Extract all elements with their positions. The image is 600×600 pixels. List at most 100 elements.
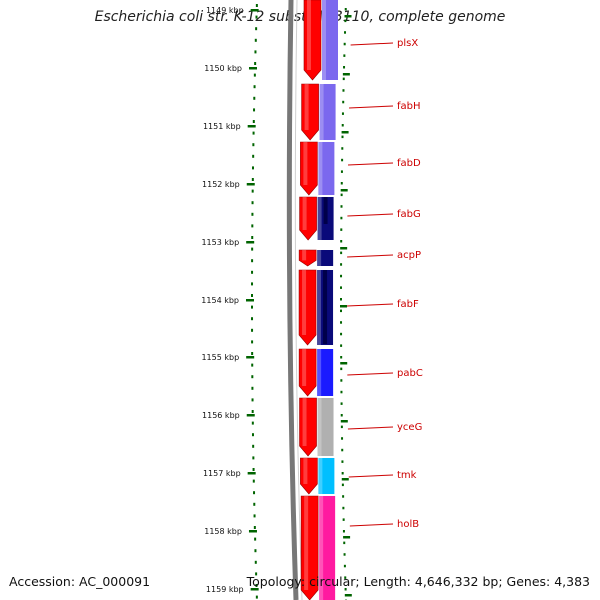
ruler-minor-tick bbox=[251, 363, 254, 367]
outer-minor-tick bbox=[341, 158, 344, 162]
ruler-major-tick bbox=[247, 472, 256, 475]
gene-label-fabF: fabF bbox=[397, 299, 419, 310]
gene-arrow-shine bbox=[304, 84, 309, 130]
cog-block-shine bbox=[318, 142, 323, 195]
outer-minor-tick bbox=[340, 390, 343, 394]
outer-major-tick bbox=[340, 189, 348, 192]
ruler-minor-tick bbox=[251, 328, 254, 332]
gene-arrow-tmk bbox=[300, 457, 318, 495]
map-title: Escherichia coli str. K-12 substr. W3110… bbox=[94, 9, 506, 25]
backbone-arc bbox=[286, 0, 299, 600]
ruler-minor-tick bbox=[251, 259, 254, 263]
cog-block-acpP bbox=[317, 250, 334, 266]
gene-arrow-fabG bbox=[299, 196, 317, 241]
ruler-minor-tick bbox=[251, 317, 254, 321]
ruler-minor-tick bbox=[255, 595, 258, 599]
outer-minor-tick bbox=[342, 89, 345, 92]
ruler-minor-tick bbox=[251, 294, 254, 297]
outer-minor-tick bbox=[340, 274, 343, 278]
gene-label-fabD: fabD bbox=[397, 158, 421, 169]
outer-minor-tick bbox=[344, 588, 347, 591]
ruler-tick-label: 1151 kbp bbox=[203, 122, 241, 131]
ruler-tick-label: 1158 kbp bbox=[204, 527, 242, 536]
outer-minor-tick bbox=[340, 309, 343, 313]
outer-major-tick bbox=[342, 73, 350, 76]
ruler-minor-tick bbox=[251, 224, 254, 228]
outer-minor-tick bbox=[341, 124, 344, 127]
ruler-major-tick bbox=[246, 183, 255, 186]
outer-minor-tick bbox=[341, 135, 344, 139]
gene-label-yceG: yceG bbox=[397, 422, 422, 433]
ruler-minor-tick bbox=[251, 421, 254, 425]
gene-leader-line bbox=[346, 303, 394, 307]
gene-leader-line bbox=[347, 372, 394, 376]
ruler-minor-tick bbox=[255, 4, 258, 7]
accession-label: Accession: AC_000091 bbox=[9, 574, 151, 589]
gene-arrow-shine bbox=[304, 496, 309, 590]
gene-arrow-shine bbox=[302, 197, 307, 230]
gene-label-tmk: tmk bbox=[397, 470, 417, 481]
outer-minor-tick bbox=[343, 541, 346, 545]
outer-minor-tick bbox=[340, 367, 343, 371]
ruler-minor-tick bbox=[253, 96, 256, 100]
outer-minor-tick bbox=[341, 437, 344, 440]
ruler-minor-tick bbox=[254, 38, 257, 42]
outer-minor-tick bbox=[344, 31, 347, 34]
gene-arrow-fabD bbox=[300, 141, 318, 196]
ruler-tick-label: 1156 kbp bbox=[202, 411, 240, 420]
gene-arrow-shine bbox=[303, 458, 308, 484]
ruler-minor-tick bbox=[251, 247, 254, 251]
outer-minor-tick bbox=[340, 321, 343, 324]
gene-label-fabG: fabG bbox=[397, 209, 421, 220]
ruler-minor-tick bbox=[252, 154, 255, 158]
outer-minor-tick bbox=[343, 564, 346, 568]
outer-minor-tick bbox=[340, 379, 343, 382]
ruler-minor-tick bbox=[251, 433, 254, 437]
gene-arrow-shine bbox=[302, 270, 307, 335]
outer-minor-tick bbox=[340, 182, 343, 185]
ruler-minor-tick bbox=[251, 201, 254, 205]
cog-block-shine bbox=[317, 270, 322, 345]
outer-minor-tick bbox=[342, 530, 345, 533]
ruler-minor-tick bbox=[253, 514, 256, 518]
gene-leader-line bbox=[349, 523, 394, 527]
ruler-major-tick bbox=[246, 414, 255, 417]
outer-minor-tick bbox=[343, 42, 346, 46]
ruler-tick-label: 1155 kbp bbox=[201, 353, 239, 362]
outer-minor-tick bbox=[340, 298, 343, 301]
ruler-tick-label: 1153 kbp bbox=[201, 238, 239, 247]
ruler-minor-tick bbox=[251, 212, 254, 216]
outer-minor-tick bbox=[340, 193, 343, 197]
outer-minor-tick bbox=[340, 240, 343, 243]
outer-minor-tick bbox=[342, 506, 345, 510]
ruler-minor-tick bbox=[252, 444, 255, 448]
gene-leader-line bbox=[348, 474, 394, 478]
ruler-minor-tick bbox=[253, 73, 256, 77]
cog-block-fabH bbox=[319, 84, 336, 140]
gene-arrow-shine bbox=[302, 250, 307, 261]
gene-arrow-yceG bbox=[299, 397, 317, 457]
outer-major-tick bbox=[343, 536, 351, 539]
ruler-tick-label: 1159 kbp bbox=[206, 585, 244, 594]
outer-minor-tick bbox=[340, 251, 343, 255]
gene-label-acpP: acpP bbox=[397, 250, 421, 261]
ruler-minor-tick bbox=[252, 120, 255, 123]
gene-leader-line bbox=[347, 254, 394, 258]
ruler-minor-tick bbox=[251, 398, 254, 402]
cog-block-plsX bbox=[322, 0, 338, 80]
cog-stripe bbox=[323, 197, 328, 224]
gene-leader-line bbox=[347, 213, 394, 217]
backbone-highlight bbox=[294, 0, 303, 600]
ruler-minor-tick bbox=[251, 282, 254, 286]
gene-leader-line bbox=[349, 105, 394, 109]
ruler-minor-tick bbox=[254, 560, 257, 564]
outer-minor-tick bbox=[342, 518, 345, 521]
outer-minor-tick bbox=[340, 170, 343, 173]
ruler-minor-tick bbox=[251, 305, 254, 309]
outer-minor-tick bbox=[341, 472, 344, 475]
cog-block-fabD bbox=[318, 142, 335, 195]
outer-minor-tick bbox=[344, 576, 347, 579]
gene-label-fabH: fabH bbox=[397, 101, 421, 112]
gene-arrow-shine bbox=[302, 398, 307, 446]
outer-minor-tick bbox=[340, 263, 343, 266]
